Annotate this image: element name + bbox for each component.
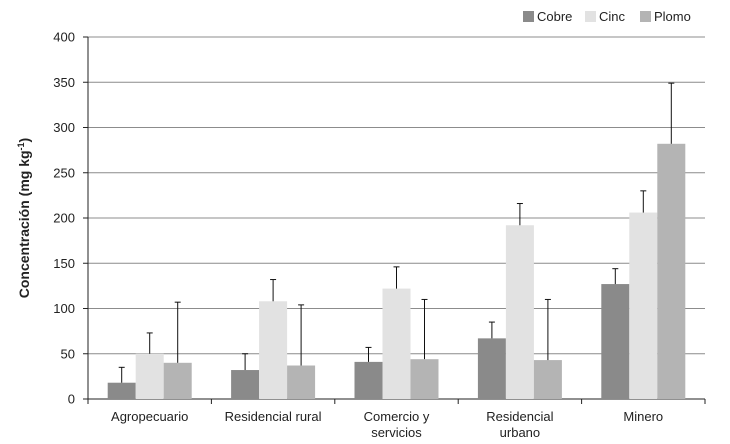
y-tick-label: 400 xyxy=(53,30,75,45)
bar-cobre xyxy=(477,338,506,399)
bar-cobre xyxy=(601,284,630,399)
legend-swatch-cobre xyxy=(523,11,534,22)
y-tick-label: 150 xyxy=(53,256,75,271)
x-category-label: Residencial rural xyxy=(225,409,322,424)
y-tick-label: 350 xyxy=(53,75,75,90)
bar-cinc xyxy=(382,288,411,399)
x-category-label: Minero xyxy=(623,409,663,424)
y-tick-label: 200 xyxy=(53,211,75,226)
y-tick-label: 50 xyxy=(61,346,75,361)
bar-cinc xyxy=(505,225,534,399)
x-category-label: servicios xyxy=(371,425,422,440)
legend-label-plomo: Plomo xyxy=(654,9,691,24)
y-tick-label: 300 xyxy=(53,120,75,135)
y-tick-label: 0 xyxy=(68,392,75,407)
bar-plomo xyxy=(163,362,192,399)
bar-plomo xyxy=(287,365,316,399)
bar-cobre xyxy=(107,382,136,399)
bar-cinc xyxy=(135,353,164,399)
y-axis-title-close: ) xyxy=(16,138,32,143)
bar-plomo xyxy=(657,143,686,399)
bar-cobre xyxy=(231,370,260,399)
x-category-label: Residencial xyxy=(486,409,553,424)
legend-label-cobre: Cobre xyxy=(537,9,572,24)
bar-cinc xyxy=(259,301,288,399)
y-axis-title-superscript: -1 xyxy=(16,142,26,150)
x-category-label: Agropecuario xyxy=(111,409,188,424)
bar-cinc xyxy=(629,212,658,399)
legend-label-cinc: Cinc xyxy=(599,9,626,24)
y-axis-title: Concentración (mg kg-1) xyxy=(16,138,32,298)
x-category-label: urbano xyxy=(500,425,540,440)
bar-plomo xyxy=(410,359,439,399)
legend-swatch-plomo xyxy=(640,11,651,22)
y-axis-title-main: Concentración (mg kg xyxy=(16,150,32,298)
x-category-label: Comercio y xyxy=(364,409,430,424)
y-tick-label: 100 xyxy=(53,301,75,316)
bar-plomo xyxy=(533,360,562,399)
y-tick-label: 250 xyxy=(53,165,75,180)
legend-swatch-cinc xyxy=(585,11,596,22)
bar-cobre xyxy=(354,361,383,399)
